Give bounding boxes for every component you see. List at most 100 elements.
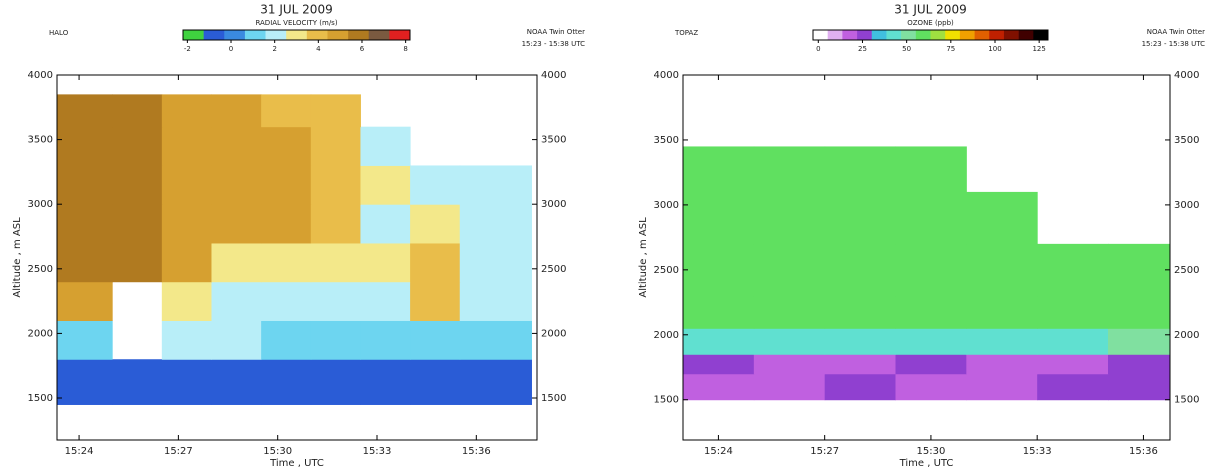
- heatmap-cell: [410, 359, 461, 405]
- heatmap-cell: [966, 243, 1038, 297]
- heatmap-cell: [1108, 328, 1171, 355]
- heatmap-cell: [1108, 354, 1171, 375]
- heatmap-cell: [57, 94, 113, 128]
- heatmap-cell: [895, 354, 967, 375]
- heatmap-cell: [310, 165, 361, 205]
- colorbar-label: OZONE (ppb): [907, 19, 954, 27]
- heatmap-cell: [161, 204, 212, 244]
- heatmap-cell: [112, 242, 163, 283]
- colorbar-swatch: [842, 30, 858, 40]
- colorbar-swatch: [857, 30, 873, 40]
- heatmap-cell: [360, 320, 411, 360]
- colorbar-swatch: [203, 30, 225, 40]
- heatmap-cell: [895, 243, 967, 297]
- colorbar-swatch: [974, 30, 990, 40]
- colorbar-swatch: [327, 30, 349, 40]
- y-tick-label: 2000: [28, 328, 53, 339]
- heatmap-cell: [753, 146, 826, 193]
- heatmap-cell: [895, 373, 967, 401]
- colorbar-swatch: [244, 30, 266, 40]
- heatmap-cell: [966, 191, 1038, 245]
- heatmap-cell: [410, 165, 461, 205]
- heatmap-cell: [895, 328, 967, 355]
- heatmap-cell: [57, 359, 113, 405]
- heatmap-cell: [753, 354, 826, 375]
- heatmap-cell: [360, 165, 411, 205]
- heatmap-cell: [112, 204, 163, 244]
- chart-title: 31 JUL 2009: [260, 3, 332, 17]
- colorbar-swatch: [368, 30, 390, 40]
- x-tick-label: 15:36: [462, 446, 491, 457]
- y-tick-label: 1500: [541, 393, 566, 404]
- colorbar-swatch: [389, 30, 411, 40]
- colorbar-swatch: [286, 30, 308, 40]
- y-tick-label: 3500: [654, 135, 679, 146]
- y-axis-label: Altitude , m ASL: [12, 217, 23, 298]
- colorbar-swatch: [827, 30, 843, 40]
- heatmap-cell: [211, 242, 262, 283]
- heatmap-cell: [211, 204, 262, 244]
- colorbar-label: RADIAL VELOCITY (m/s): [255, 19, 337, 27]
- colorbar-swatch: [224, 30, 246, 40]
- heatmap-cell: [57, 281, 113, 321]
- heatmap-cell: [57, 165, 113, 205]
- colorbar-swatch: [306, 30, 328, 40]
- colorbar-tick-label: 75: [946, 45, 955, 53]
- heatmap-cell: [161, 126, 212, 166]
- heatmap-cell: [895, 191, 967, 245]
- y-tick-label: 1500: [654, 395, 679, 406]
- heatmap-cell: [410, 204, 461, 244]
- heatmap-cell: [211, 320, 262, 360]
- heatmap-cell: [261, 165, 312, 205]
- y-tick-label: 2000: [1174, 330, 1199, 341]
- x-tick-label: 15:33: [363, 446, 392, 457]
- heatmap-cell: [966, 373, 1038, 401]
- x-tick-label: 15:24: [704, 446, 733, 457]
- heatmap-cell: [459, 242, 532, 283]
- heatmap-cell: [211, 165, 262, 205]
- heatmap-cell: [683, 354, 755, 375]
- heatmap-cell: [57, 320, 113, 360]
- heatmap-cell: [459, 359, 532, 405]
- heatmap-cell: [753, 373, 826, 401]
- heatmap-cell: [310, 281, 361, 321]
- x-tick-label: 15:27: [164, 446, 193, 457]
- y-tick-label: 4000: [654, 70, 679, 81]
- heatmap-cell: [753, 243, 826, 297]
- heatmap-cell: [310, 242, 361, 283]
- x-axis-label: Time , UTC: [899, 458, 954, 468]
- y-tick-label: 4000: [28, 70, 53, 81]
- heatmap-cell: [683, 373, 755, 401]
- y-tick-label: 3000: [1174, 200, 1199, 211]
- y-tick-label: 3500: [541, 135, 566, 146]
- colorbar-frame: [812, 29, 1049, 41]
- colorbar-swatch: [901, 30, 917, 40]
- y-tick-label: 3500: [28, 135, 53, 146]
- colorbar-frame: [182, 29, 411, 41]
- colorbar-swatch: [886, 30, 902, 40]
- heatmap-cell: [824, 146, 897, 193]
- platform-label: NOAA Twin Otter: [527, 28, 585, 36]
- colorbar-tick-label: 125: [1032, 45, 1045, 53]
- plot-frame: [682, 74, 1171, 441]
- colorbar-tick-label: 100: [988, 45, 1001, 53]
- heatmap-cell: [966, 354, 1038, 375]
- colorbar-swatch: [348, 30, 370, 40]
- instrument-label: TOPAZ: [674, 29, 698, 37]
- heatmap-cell: [360, 204, 411, 244]
- platform-label: NOAA Twin Otter: [1147, 28, 1205, 36]
- x-tick-label: 15:36: [1129, 446, 1158, 457]
- heatmap-cell: [824, 191, 897, 245]
- heatmap-cell: [683, 243, 755, 297]
- colorbar-swatch: [930, 30, 946, 40]
- heatmap-cell: [310, 94, 361, 128]
- heatmap-cell: [824, 243, 897, 297]
- chart-title: 31 JUL 2009: [894, 3, 966, 17]
- heatmap-cell: [161, 359, 212, 405]
- heatmap-cell: [112, 94, 163, 128]
- y-tick-label: 4000: [1174, 70, 1199, 81]
- heatmap-cell: [966, 328, 1038, 355]
- heatmap-cell: [112, 165, 163, 205]
- colorbar-tick-label: 8: [403, 45, 407, 53]
